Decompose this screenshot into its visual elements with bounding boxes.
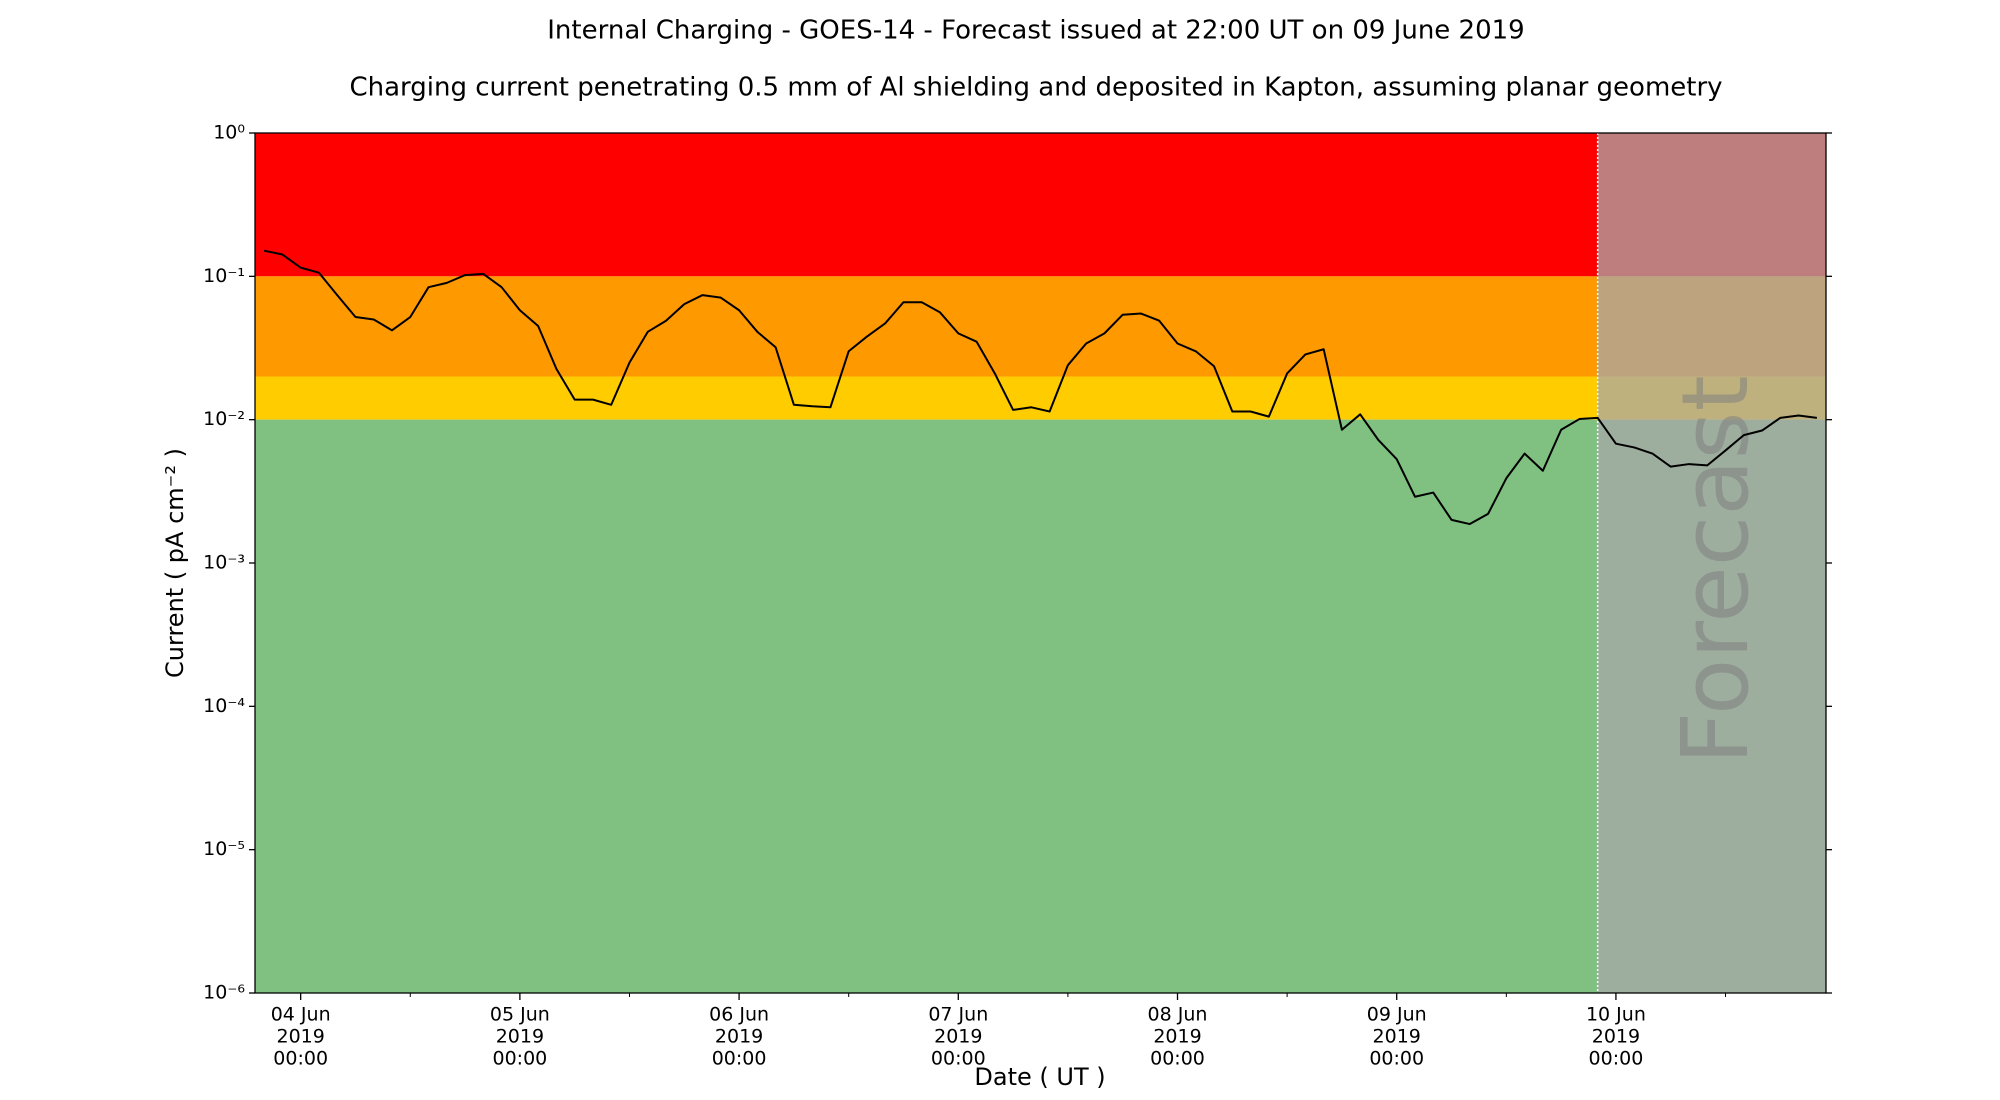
x-tick-label: 05 Jun bbox=[490, 1004, 550, 1026]
x-tick-label: 07 Jun bbox=[928, 1004, 988, 1026]
x-tick-label: 2019 bbox=[934, 1026, 982, 1048]
threshold-band bbox=[255, 133, 1826, 277]
y-tick-label: 10⁻⁵ bbox=[203, 838, 245, 860]
x-tick-label: 2019 bbox=[715, 1026, 763, 1048]
forecast-region bbox=[1597, 133, 1826, 993]
y-tick-label: 10⁰ bbox=[213, 122, 245, 144]
x-tick-label: 2019 bbox=[276, 1026, 324, 1048]
y-tick-label: 10⁻⁶ bbox=[203, 982, 245, 1004]
x-tick-label: 10 Jun bbox=[1586, 1004, 1646, 1026]
x-tick-label: 04 Jun bbox=[271, 1004, 331, 1026]
x-tick-label: 08 Jun bbox=[1148, 1004, 1208, 1026]
y-tick-label: 10⁻⁴ bbox=[203, 695, 245, 717]
threshold-band bbox=[255, 419, 1826, 994]
y-tick-label: 10⁻² bbox=[203, 408, 245, 430]
threshold-band bbox=[255, 276, 1826, 377]
y-axis-label: Current ( pA cm⁻² ) bbox=[161, 448, 189, 678]
x-tick-label: 00:00 bbox=[1589, 1048, 1644, 1070]
threshold-band bbox=[255, 376, 1826, 420]
x-tick-label: 2019 bbox=[1153, 1026, 1201, 1048]
x-tick-label: 2019 bbox=[1373, 1026, 1421, 1048]
y-tick-label: 10⁻¹ bbox=[203, 265, 245, 287]
forecast-annotation: Forecast bbox=[1662, 375, 1769, 764]
y-tick-label: 10⁻³ bbox=[203, 552, 245, 574]
x-tick-label: 00:00 bbox=[1369, 1048, 1424, 1070]
data-line bbox=[263, 249, 1817, 526]
x-tick-label: 2019 bbox=[496, 1026, 544, 1048]
x-axis-label: Date ( UT ) bbox=[974, 1063, 1105, 1091]
x-tick-label: 00:00 bbox=[712, 1048, 767, 1070]
x-tick-label: 00:00 bbox=[1150, 1048, 1205, 1070]
chart-title: Internal Charging - GOES-14 - Forecast i… bbox=[547, 16, 1524, 46]
x-tick-label: 00:00 bbox=[931, 1048, 986, 1070]
x-tick-label: 2019 bbox=[1592, 1026, 1640, 1048]
x-tick-label: 00:00 bbox=[273, 1048, 328, 1070]
x-tick-label: 09 Jun bbox=[1367, 1004, 1427, 1026]
chart-subtitle: Charging current penetrating 0.5 mm of A… bbox=[349, 73, 1722, 103]
x-tick-label: 00:00 bbox=[492, 1048, 547, 1070]
x-tick-label: 06 Jun bbox=[709, 1004, 769, 1026]
